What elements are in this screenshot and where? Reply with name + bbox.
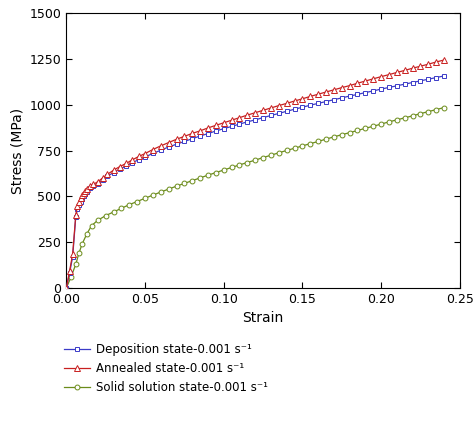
Line: Solid solution state-0.001 s⁻¹: Solid solution state-0.001 s⁻¹ [64,105,447,290]
Deposition state-0.001 s⁻¹ [129,160,135,165]
Annealed state-0.001 s⁻¹ [268,105,274,111]
Solid solution state-0.001 s⁻¹ [300,143,305,148]
Deposition state-0.001 s⁻¹ [441,73,447,78]
Deposition state-0.001 s⁻¹ [64,285,69,291]
Y-axis label: Stress (MPa): Stress (MPa) [10,108,24,194]
Solid solution state-0.001 s⁻¹ [182,181,187,186]
Solid solution state-0.001 s⁻¹ [79,241,85,247]
Solid solution state-0.001 s⁻¹ [229,165,235,170]
Deposition state-0.001 s⁻¹ [268,113,274,118]
Annealed state-0.001 s⁻¹ [64,285,69,291]
Annealed state-0.001 s⁻¹ [104,172,110,177]
Solid solution state-0.001 s⁻¹ [284,148,290,153]
Deposition state-0.001 s⁻¹ [104,174,110,179]
Solid solution state-0.001 s⁻¹ [441,105,447,110]
Line: Annealed state-0.001 s⁻¹: Annealed state-0.001 s⁻¹ [64,57,447,291]
Deposition state-0.001 s⁻¹ [136,157,142,163]
Annealed state-0.001 s⁻¹ [441,57,447,62]
Deposition state-0.001 s⁻¹ [117,166,123,171]
Annealed state-0.001 s⁻¹ [136,154,142,159]
Solid solution state-0.001 s⁻¹ [410,113,415,118]
Annealed state-0.001 s⁻¹ [84,187,90,192]
Line: Deposition state-0.001 s⁻¹: Deposition state-0.001 s⁻¹ [64,74,447,290]
Annealed state-0.001 s⁻¹ [129,157,135,163]
Annealed state-0.001 s⁻¹ [117,164,123,169]
X-axis label: Strain: Strain [242,311,284,325]
Solid solution state-0.001 s⁻¹ [64,285,69,291]
Deposition state-0.001 s⁻¹ [84,189,90,194]
Legend: Deposition state-0.001 s⁻¹, Annealed state-0.001 s⁻¹, Solid solution state-0.001: Deposition state-0.001 s⁻¹, Annealed sta… [64,343,268,394]
